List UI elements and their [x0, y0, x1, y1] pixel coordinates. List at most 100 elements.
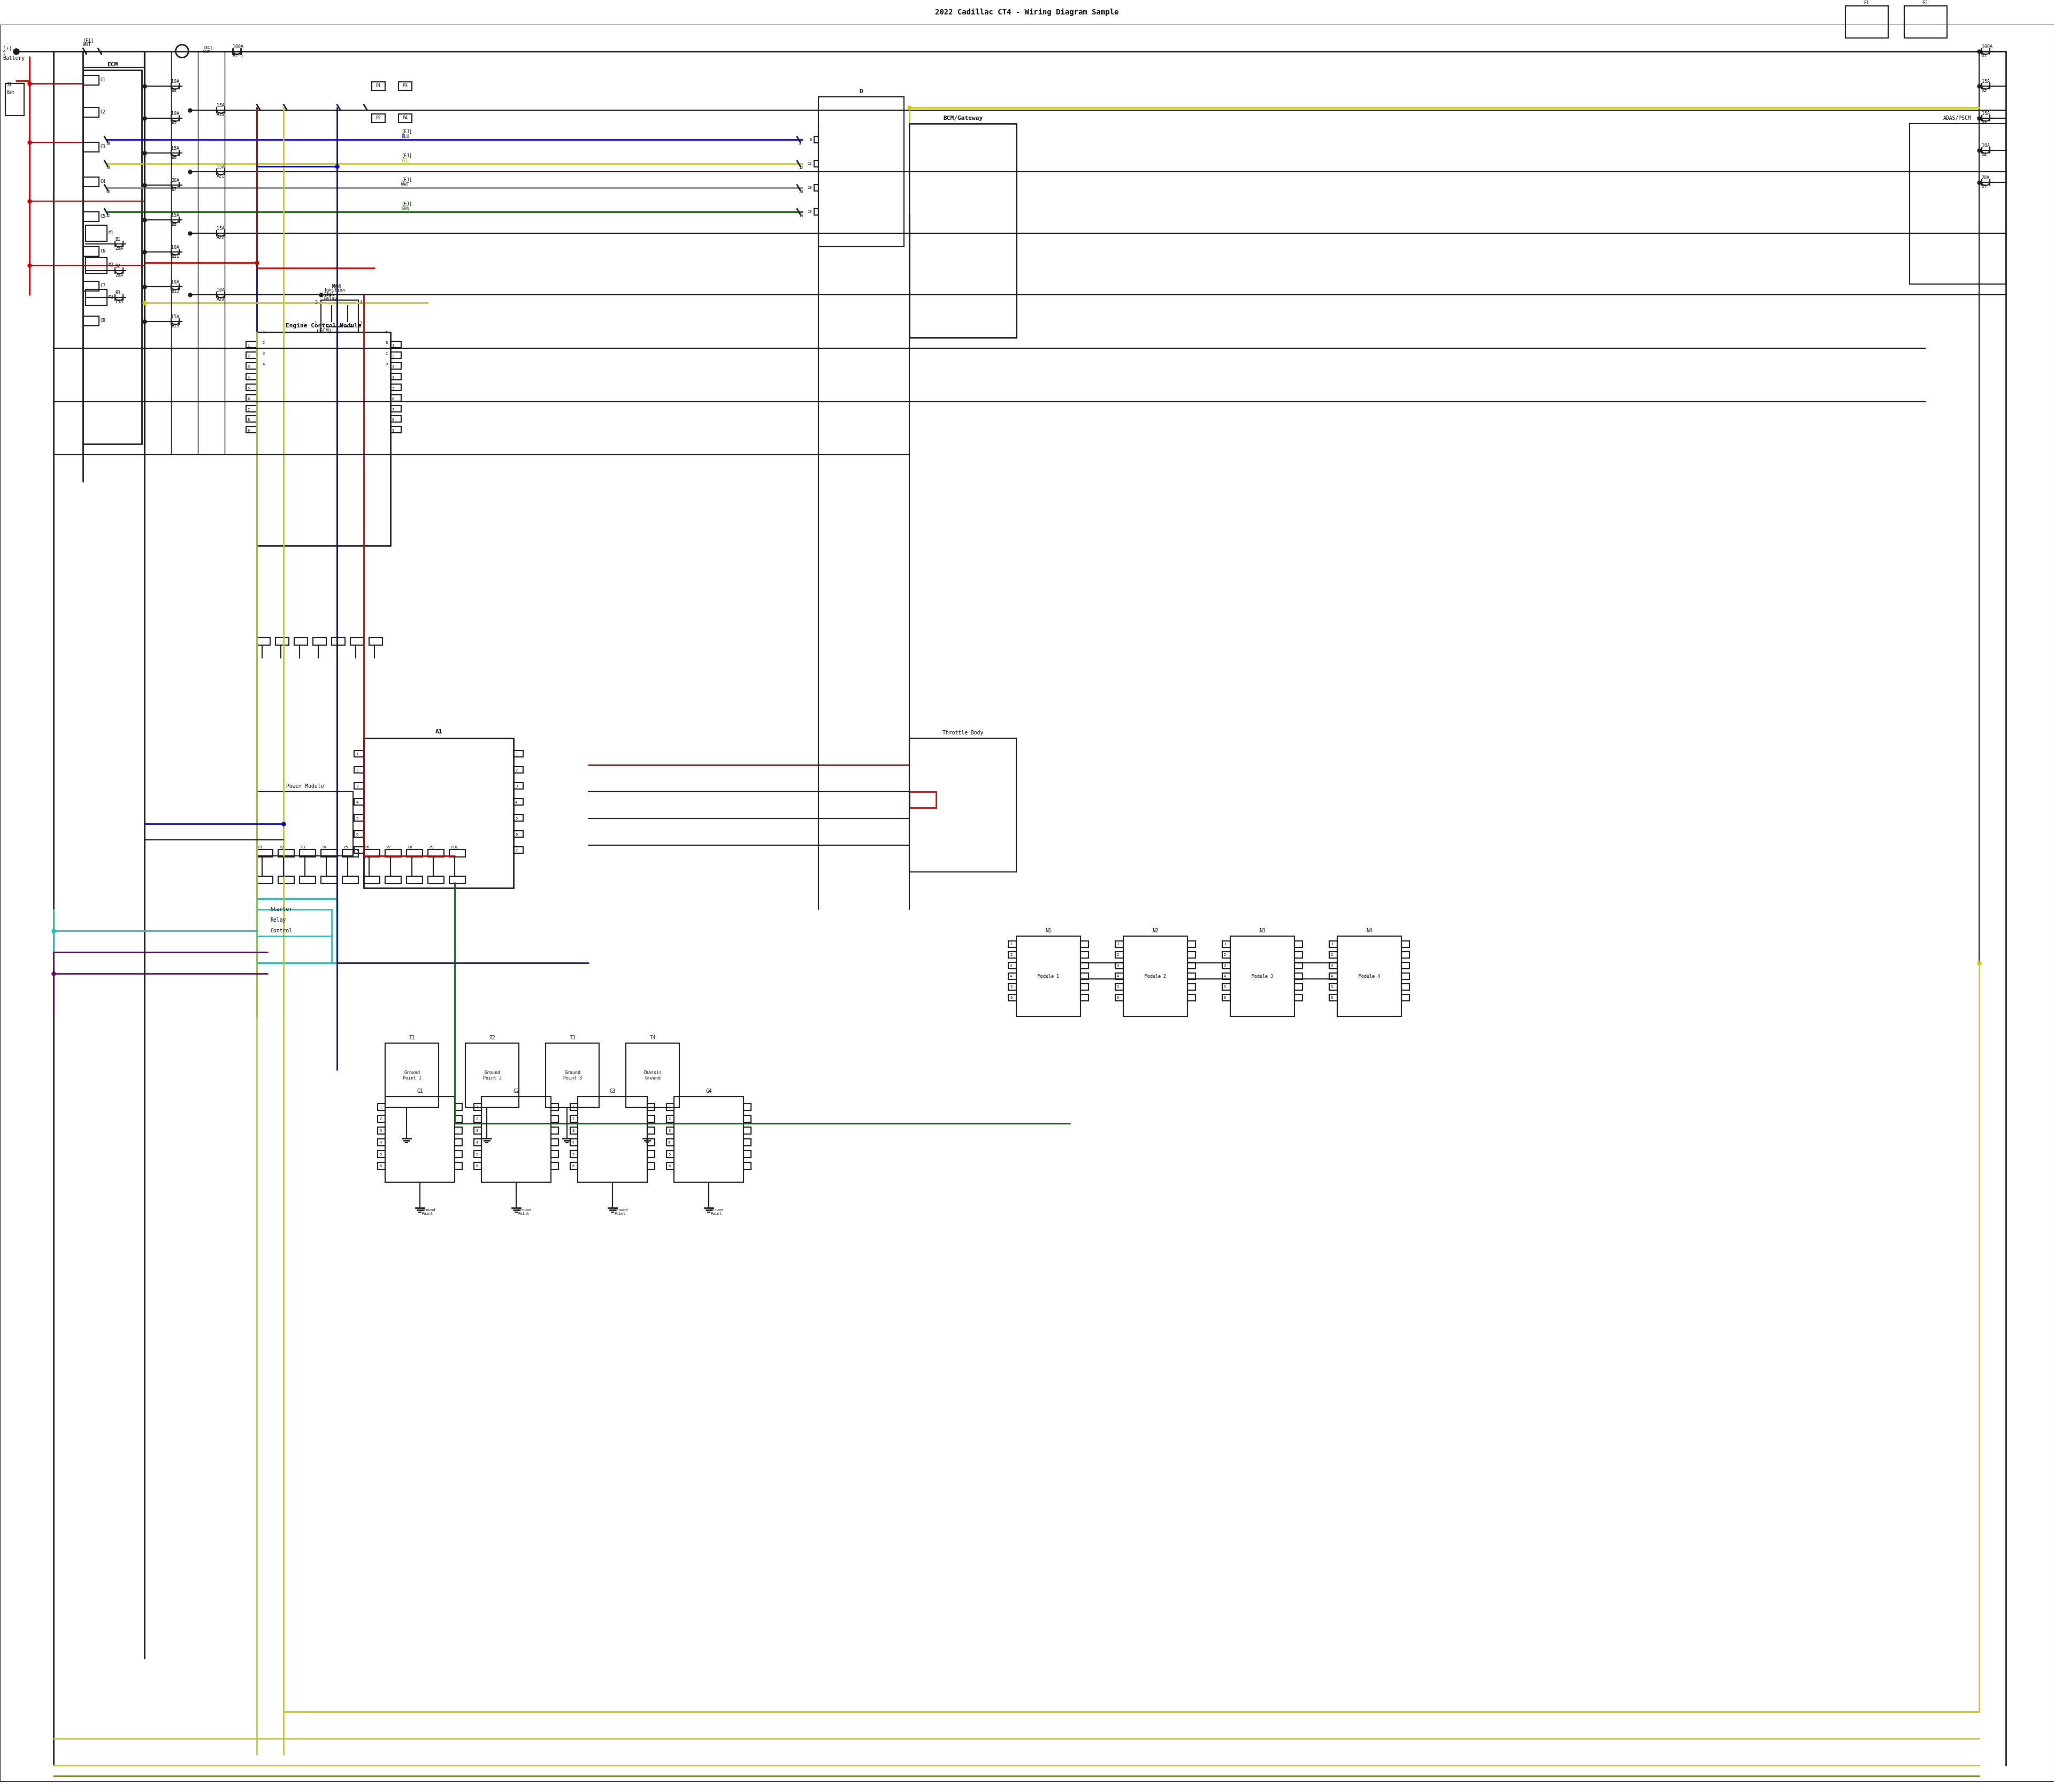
Bar [390, 416, 401, 423]
Bar [1401, 962, 1409, 969]
Text: ECM: ECM [107, 63, 117, 68]
Text: G4: G4 [707, 1090, 713, 1095]
Text: Engine Control Module: Engine Control Module [286, 323, 362, 328]
Text: Ground
Point 3: Ground Point 3 [563, 1070, 581, 1081]
Text: Relay: Relay [325, 296, 337, 301]
Text: 4: 4 [1224, 975, 1226, 978]
Text: 7: 7 [516, 849, 518, 853]
Bar [246, 373, 257, 380]
Text: 10A: 10A [1982, 143, 1990, 149]
Text: 6: 6 [246, 398, 249, 400]
Text: P3: P3 [403, 84, 407, 88]
Text: 5: 5 [1117, 986, 1119, 989]
Bar [1222, 995, 1230, 1002]
Text: Chassis
Ground: Chassis Ground [643, 1070, 661, 1081]
Text: 5: 5 [516, 817, 518, 821]
Text: 4: 4 [1011, 975, 1013, 978]
Text: 5: 5 [246, 387, 249, 389]
Text: 4: 4 [263, 362, 265, 366]
Text: S1: S1 [6, 82, 12, 88]
Bar [571, 1140, 577, 1145]
Text: 1: 1 [2, 52, 6, 56]
Bar [390, 383, 401, 391]
Text: P7: P7 [386, 846, 390, 849]
Bar [246, 383, 257, 391]
Bar [514, 799, 524, 805]
Bar [744, 1115, 752, 1122]
Bar [1329, 984, 1337, 991]
Bar [1187, 973, 1195, 980]
Text: [EJ]: [EJ] [401, 201, 413, 206]
Text: N2: N2 [1152, 928, 1158, 934]
Text: 6: 6 [1224, 996, 1226, 1000]
Bar [390, 373, 401, 380]
Bar [1294, 995, 1302, 1002]
Text: 7: 7 [355, 849, 357, 853]
Bar [257, 900, 337, 962]
Bar [246, 416, 257, 423]
Bar [1329, 962, 1337, 969]
Bar [1187, 995, 1195, 1002]
Text: 2: 2 [477, 1118, 479, 1120]
Bar [910, 738, 1017, 873]
Text: 10A: 10A [170, 280, 179, 285]
Text: 9: 9 [246, 430, 249, 432]
Bar [390, 405, 401, 412]
Text: 5: 5 [571, 1152, 575, 1156]
Bar [353, 815, 364, 821]
Bar [353, 783, 364, 788]
Text: P8: P8 [407, 846, 413, 849]
Text: M1: M1 [109, 231, 113, 235]
Text: 15A: 15A [170, 213, 179, 219]
Text: C1: C1 [101, 77, 105, 82]
Text: M44: M44 [333, 283, 341, 289]
Bar [514, 751, 524, 758]
Bar [386, 1097, 454, 1183]
Bar [1222, 941, 1230, 948]
Bar [550, 1140, 559, 1145]
Text: X3: X3 [1982, 120, 1986, 125]
Bar [386, 876, 401, 883]
Text: 3: 3 [246, 366, 249, 369]
Bar [647, 1150, 655, 1158]
Text: 15A: 15A [115, 299, 123, 305]
Text: 20A: 20A [115, 246, 123, 251]
Bar [546, 1043, 600, 1107]
Text: 2: 2 [516, 769, 518, 772]
Text: 2: 2 [380, 1118, 382, 1120]
Text: B11: B11 [170, 254, 179, 258]
Text: 3: 3 [571, 1129, 575, 1133]
Bar [1115, 995, 1124, 1002]
Bar [82, 211, 99, 220]
Text: WHT: WHT [203, 50, 210, 54]
Text: X2: X2 [1982, 88, 1986, 93]
Bar [474, 1115, 481, 1122]
Bar [1080, 962, 1089, 969]
Bar [1187, 984, 1195, 991]
Text: 3: 3 [314, 299, 316, 305]
Bar [1009, 941, 1017, 948]
Bar [1401, 973, 1409, 980]
Text: 3: 3 [1117, 964, 1119, 968]
Text: 3: 3 [1224, 964, 1226, 968]
Text: E2: E2 [1923, 0, 1929, 5]
Text: [EJ]: [EJ] [401, 129, 413, 134]
Bar [744, 1140, 752, 1145]
Text: 3: 3 [263, 351, 265, 355]
Text: 2: 2 [355, 769, 357, 772]
Bar [320, 876, 337, 883]
Text: 9: 9 [392, 430, 394, 432]
Text: 20A: 20A [170, 177, 179, 183]
Bar [571, 1150, 577, 1158]
Bar [571, 1127, 577, 1134]
Text: 3: 3 [477, 1129, 479, 1133]
Bar [1009, 952, 1017, 959]
Bar [343, 849, 359, 857]
Text: 2: 2 [392, 355, 394, 358]
Bar [474, 1127, 481, 1134]
Bar [817, 97, 904, 246]
Bar [378, 1104, 386, 1111]
Text: Ground
Point 1: Ground Point 1 [403, 1070, 421, 1081]
Bar [390, 362, 401, 369]
Text: C8: C8 [101, 319, 105, 323]
